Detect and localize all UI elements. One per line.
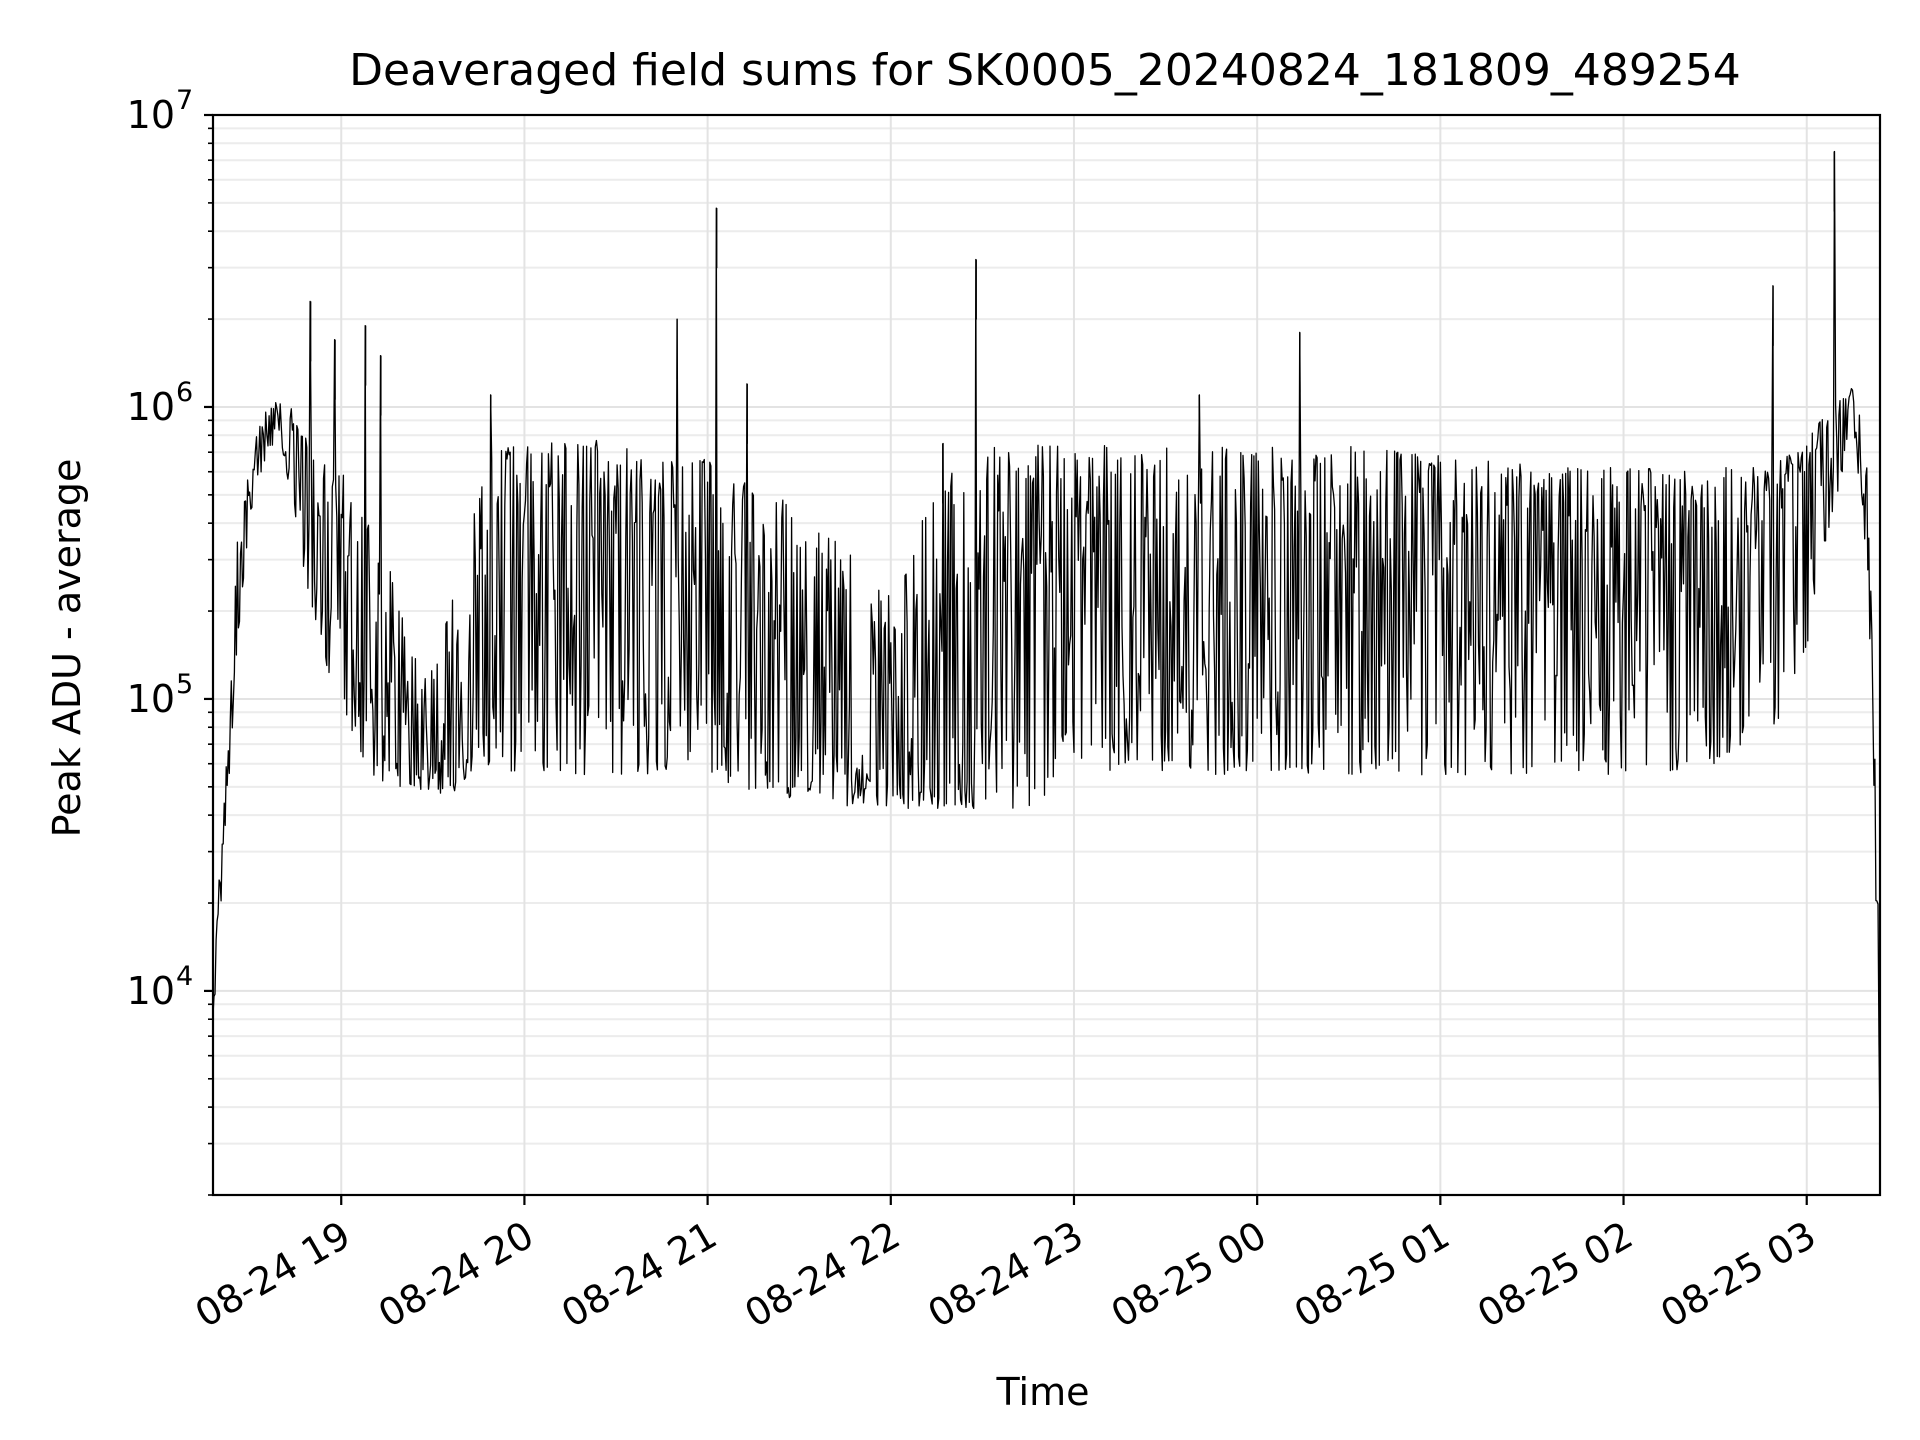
y-tick-label-exponent: 6	[176, 377, 193, 408]
x-axis-label: Time	[996, 1370, 1090, 1414]
y-axis-label: Peak ADU - average	[45, 459, 89, 838]
y-tick-label: 10	[127, 969, 175, 1013]
data-line	[212, 150, 1881, 1144]
y-tick-label: 10	[127, 385, 175, 429]
grid	[213, 114, 1880, 1196]
chart-title: Deaveraged field sums for SK0005_2024082…	[349, 45, 1741, 96]
axes-frame	[211, 113, 1882, 1197]
y-tick-label-exponent: 7	[176, 85, 193, 116]
y-tick-label-exponent: 4	[176, 961, 193, 992]
y-tick-label-exponent: 5	[176, 669, 193, 700]
y-tick-label: 10	[127, 677, 175, 721]
plot-series	[212, 150, 1881, 1144]
y-tick-label: 10	[127, 93, 175, 137]
